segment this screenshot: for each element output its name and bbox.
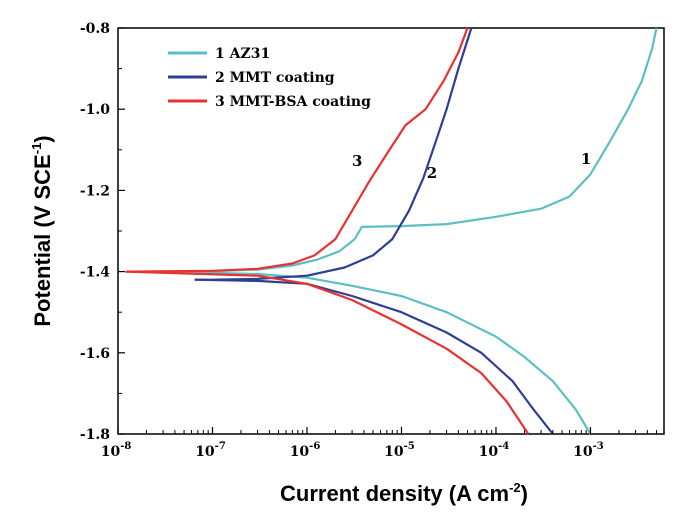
series-1-anodic-line <box>146 27 658 273</box>
curve-label: 3 <box>352 152 362 170</box>
series-3-anodic-line <box>125 27 469 273</box>
y-axis-title: Potential (V SCE-1) <box>29 135 55 326</box>
y-tick-label: -1.4 <box>80 265 110 281</box>
x-tick-label: 10-3 <box>573 441 604 460</box>
series-3-cathodic-line <box>125 270 530 435</box>
legend-label-2: 2 MMT coating <box>215 70 335 86</box>
y-tick-label: -1.8 <box>80 427 110 443</box>
x-tick-label: 10-6 <box>290 441 321 460</box>
series-layer <box>125 27 658 435</box>
curve-label: 1 <box>581 150 591 168</box>
curve-labels: 1 2 3 <box>352 150 591 182</box>
legend: 1 AZ31 2 MMT coating 3 MMT-BSA coating <box>168 46 371 110</box>
series-1-cathodic-line <box>146 270 592 435</box>
ticks-layer: 10-8 10-7 10-6 10-5 10-4 10-3 -0.8 -1.0 -1.2 -1.4… <box>80 21 665 460</box>
y-tick-label: -1.6 <box>80 346 110 362</box>
curve-label: 2 <box>427 164 437 182</box>
y-tick-label: -0.8 <box>80 21 110 37</box>
y-tick-label: -1.2 <box>80 183 110 199</box>
y-tick-label: -1.0 <box>80 102 110 118</box>
legend-label-1: 1 AZ31 <box>215 46 270 62</box>
x-tick-label: 10-5 <box>384 441 415 460</box>
series-2-anodic-line <box>194 27 473 281</box>
x-tick-label: 10-7 <box>195 441 226 460</box>
plot-frame <box>117 27 665 435</box>
x-tick-label: 10-8 <box>101 441 132 460</box>
series-2-cathodic-line <box>194 278 554 435</box>
x-axis-title: Current density (A cm-2) <box>280 480 528 506</box>
x-tick-label: 10-4 <box>479 441 510 460</box>
legend-label-3: 3 MMT-BSA coating <box>215 94 371 110</box>
